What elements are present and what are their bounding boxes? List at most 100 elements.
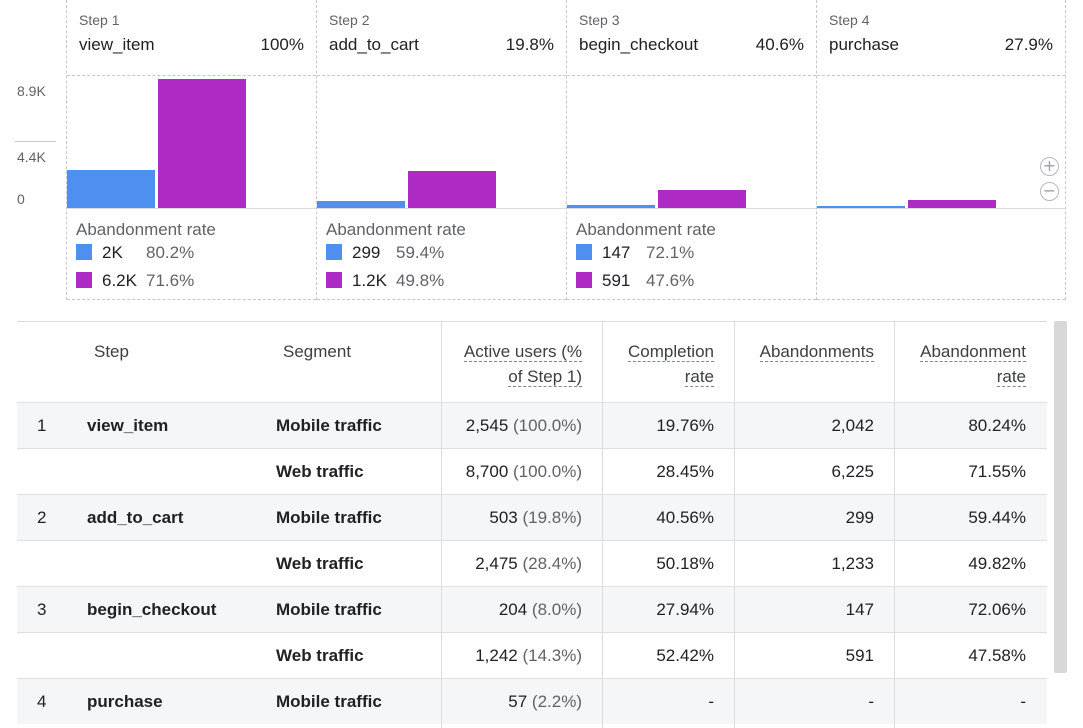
step-header: Step 3 begin_checkout 40.6% xyxy=(567,0,816,76)
bar-mobile-traffic[interactable] xyxy=(567,205,655,208)
table-header: Step Segment Active users (% of Step 1) … xyxy=(17,321,1047,402)
zoom-out-icon[interactable]: − xyxy=(1040,182,1059,201)
active-users-percent: (2.2%) xyxy=(531,692,582,711)
row-abandonments: 6,225 xyxy=(831,462,874,481)
abandonment-legend-empty xyxy=(817,209,1065,300)
step-header: Step 1 view_item 100% xyxy=(67,0,316,76)
y-tick-label-zero: 0 xyxy=(17,191,25,207)
active-users-percent: (8.0%) xyxy=(531,600,582,619)
mobile-swatch xyxy=(76,244,92,260)
funnel-step-3[interactable]: Step 3 begin_checkout 40.6% Abandonment … xyxy=(566,0,816,300)
row-segment: Mobile traffic xyxy=(276,508,382,527)
row-abandonments: 1,233 xyxy=(831,554,874,573)
bar-web-traffic[interactable] xyxy=(658,190,746,208)
row-step-number: 3 xyxy=(37,600,47,619)
funnel-step-4[interactable]: Step 4 purchase 27.9% xyxy=(816,0,1066,300)
header-completion-line1: Completion xyxy=(628,342,714,362)
header-active-users[interactable]: Active users (% of Step 1) xyxy=(432,339,582,389)
funnel-step-1[interactable]: Step 1 view_item 100% Abandonment rate 2… xyxy=(66,0,316,300)
active-users-count: 503 xyxy=(489,508,518,527)
table-row[interactable]: 2 add_to_cart Mobile traffic 503 (19.8%) 40.… xyxy=(17,494,1047,540)
abandonment-rate: 80.2% xyxy=(146,243,195,262)
bar-web-traffic[interactable] xyxy=(408,171,496,208)
header-active-users-line2: of Step 1) xyxy=(508,367,582,387)
bar-web-traffic[interactable] xyxy=(158,79,246,208)
row-abandonments: 147 xyxy=(845,600,874,619)
header-step[interactable]: Step xyxy=(94,342,129,361)
step-number: Step 3 xyxy=(579,12,620,28)
zoom-in-icon[interactable]: + xyxy=(1040,157,1059,176)
row-active-users: 2,545 (100.0%) xyxy=(466,416,582,436)
table-row[interactable]: Web traffic 2,475 (28.4%) 50.18% 1,233 49.82… xyxy=(17,540,1047,586)
bar-web-traffic[interactable] xyxy=(908,200,996,208)
header-segment[interactable]: Segment xyxy=(283,342,352,361)
chart-baseline xyxy=(567,208,816,209)
row-completion-rate: 52.42% xyxy=(656,646,714,665)
row-abandonment-rate: 80.24% xyxy=(968,416,1026,435)
abandonment-value: 147 xyxy=(602,243,631,262)
step-percent: 100% xyxy=(260,35,304,54)
table-body: 1 view_item Mobile traffic 2,545 (100.0%) 19… xyxy=(17,402,1047,724)
chart-baseline xyxy=(817,208,1065,209)
abandonment-legend: Abandonment rate 147 72.1% 591 47.6% xyxy=(567,209,816,300)
header-abandonment-rate-line2: rate xyxy=(996,367,1026,387)
row-abandonment-rate: - xyxy=(1020,692,1026,711)
table-row[interactable]: 4 purchase Mobile traffic 57 (2.2%) - - - xyxy=(17,678,1047,724)
table-row[interactable]: 1 view_item Mobile traffic 2,545 (100.0%) 19… xyxy=(17,402,1047,448)
active-users-count: 57 xyxy=(508,692,528,711)
abandonment-title: Abandonment rate xyxy=(576,220,716,239)
row-step-number: 4 xyxy=(37,692,47,711)
step-header: Step 2 add_to_cart 19.8% xyxy=(317,0,566,76)
active-users-count: 204 xyxy=(498,600,528,619)
active-users-percent: (28.4%) xyxy=(522,554,582,573)
row-abandonment-rate: 49.82% xyxy=(968,554,1026,573)
header-completion-line2: rate xyxy=(684,367,714,387)
row-abandonments: - xyxy=(868,692,874,711)
row-active-users: 57 (2.2%) xyxy=(508,692,582,712)
row-step-name: begin_checkout xyxy=(87,600,217,619)
abandonment-rate: 49.8% xyxy=(396,271,445,290)
column-divider xyxy=(734,321,735,728)
row-active-users: 204 (8.0%) xyxy=(499,600,582,620)
web-swatch xyxy=(326,272,342,288)
row-segment: Web traffic xyxy=(276,462,364,481)
table-row[interactable]: Web traffic 1,242 (14.3%) 52.42% 591 47.58% xyxy=(17,632,1047,678)
row-step-name: add_to_cart xyxy=(87,508,184,527)
abandonment-title: Abandonment rate xyxy=(326,220,466,239)
abandonment-rate: 47.6% xyxy=(646,271,695,290)
abandonment-value: 591 xyxy=(602,271,631,290)
column-divider xyxy=(602,321,603,728)
header-abandonments[interactable]: Abandonments xyxy=(734,339,874,364)
table-row[interactable]: Web traffic 8,700 (100.0%) 28.45% 6,225 71.5… xyxy=(17,448,1047,494)
row-step-number: 2 xyxy=(37,508,47,527)
abandonment-rate: 72.1% xyxy=(646,243,695,262)
active-users-percent: (14.3%) xyxy=(522,646,582,665)
bar-mobile-traffic[interactable] xyxy=(817,206,905,208)
row-completion-rate: 50.18% xyxy=(656,554,714,573)
abandonment-legend: Abandonment rate 299 59.4% 1.2K 49.8% xyxy=(317,209,566,300)
abandonment-rate: 71.6% xyxy=(146,271,195,290)
funnel-table: Step Segment Active users (% of Step 1) … xyxy=(17,321,1047,728)
row-abandonments: 2,042 xyxy=(831,416,874,435)
table-row[interactable]: 3 begin_checkout Mobile traffic 204 (8.0%) 2… xyxy=(17,586,1047,632)
active-users-percent: (100.0%) xyxy=(513,462,582,481)
funnel-chart: 8.9K 4.4K 0 Step 1 view_item 100% Abando… xyxy=(0,0,1083,302)
row-abandonments: 299 xyxy=(845,508,874,527)
header-abandonment-rate-line1: Abandonment xyxy=(920,342,1026,362)
row-completion-rate: 28.45% xyxy=(656,462,714,481)
table-scrollbar[interactable] xyxy=(1054,321,1067,673)
web-swatch xyxy=(576,272,592,288)
chart-baseline xyxy=(67,208,316,209)
step-name: view_item xyxy=(79,35,155,54)
funnel-step-2[interactable]: Step 2 add_to_cart 19.8% Abandonment rat… xyxy=(316,0,566,300)
row-abandonment-rate: 59.44% xyxy=(968,508,1026,527)
active-users-count: 2,545 xyxy=(465,416,509,435)
row-step-number: 1 xyxy=(37,416,47,435)
row-abandonment-rate: 71.55% xyxy=(968,462,1026,481)
bar-mobile-traffic[interactable] xyxy=(317,201,405,208)
active-users-count: 2,475 xyxy=(475,554,518,573)
bar-mobile-traffic[interactable] xyxy=(67,170,155,208)
row-segment: Web traffic xyxy=(276,646,364,665)
header-abandonment-rate[interactable]: Abandonment rate xyxy=(896,339,1026,389)
header-completion-rate[interactable]: Completion rate xyxy=(594,339,714,389)
